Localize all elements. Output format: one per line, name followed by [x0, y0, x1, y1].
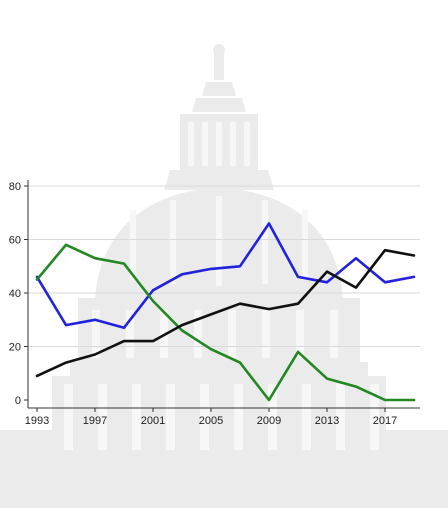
- grid: [28, 185, 420, 347]
- x-tick-label: 1997: [83, 415, 107, 427]
- y-tick-label: 60: [9, 235, 21, 247]
- y-tick-label: 80: [9, 181, 21, 193]
- y-tick-label: 40: [9, 288, 21, 300]
- x-tick-label: 1993: [25, 415, 49, 427]
- x-tick-label: 2013: [315, 415, 339, 427]
- y-tick-label: 0: [15, 395, 21, 407]
- series-lines: [35, 222, 416, 402]
- x-tick-label: 2017: [373, 415, 397, 427]
- y-tick-label: 20: [9, 342, 21, 354]
- series-line-1: [35, 222, 416, 330]
- x-tick-label: 2001: [141, 415, 165, 427]
- x-tick-label: 2005: [199, 415, 223, 427]
- axes: [24, 180, 420, 412]
- tick-labels: 0 20 40 60 80 1993 1997 2001 2005 2009 2013 2017: [9, 181, 397, 427]
- x-tick-label: 2009: [257, 415, 281, 427]
- series-line-2: [35, 243, 416, 402]
- capitol-columns-watermark: [64, 122, 379, 450]
- series-line-3: [35, 248, 416, 378]
